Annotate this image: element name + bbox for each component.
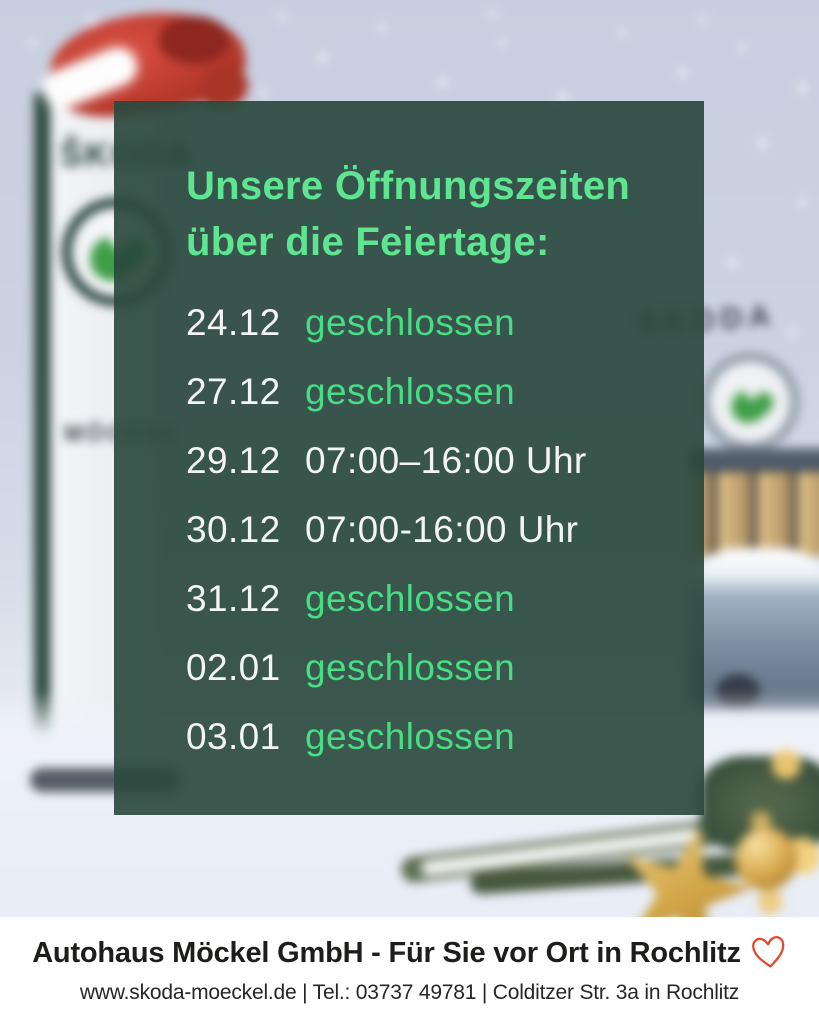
showroom-windows (690, 472, 819, 556)
skoda-logo-icon (700, 352, 800, 452)
santa-hat-fold (158, 16, 230, 64)
schedule-row: 29.12 07:00–16:00 Uhr (186, 426, 704, 495)
footer: Autohaus Möckel GmbH - Für Sie vor Ort i… (0, 917, 819, 1024)
schedule-status: 07:00-16:00 Uhr (305, 508, 579, 550)
opening-hours-panel: Unsere Öffnungszeiten über die Feiertage… (114, 101, 704, 815)
schedule-status: geschlossen (305, 646, 516, 688)
schedule-status: geschlossen (305, 577, 516, 619)
schedule-date: 27.12 (186, 370, 281, 412)
heart-icon (751, 936, 785, 968)
footer-headline: Autohaus Möckel GmbH - Für Sie vor Ort i… (32, 934, 787, 972)
schedule-date: 24.12 (186, 301, 281, 343)
schedule-row: 02.01 geschlossen (186, 633, 704, 702)
schedule-date: 30.12 (186, 508, 281, 550)
schedule-row: 27.12 geschlossen (186, 357, 704, 426)
panel-title-line2: über die Feiertage: (186, 220, 550, 264)
snow-covered-car (690, 548, 819, 710)
schedule-date: 03.01 (186, 715, 281, 757)
schedule-date: 29.12 (186, 439, 281, 481)
schedule-status: geschlossen (305, 370, 516, 412)
schedule-status: 07:00–16:00 Uhr (305, 439, 587, 481)
footer-contact-line: www.skoda-moeckel.de | Tel.: 03737 49781… (79, 981, 740, 1004)
schedule-status: geschlossen (305, 301, 516, 343)
schedule-date: 02.01 (186, 646, 281, 688)
schedule-row: 24.12 geschlossen (186, 288, 704, 357)
panel-title: Unsere Öffnungszeiten über die Feiertage… (186, 158, 704, 270)
showroom-canopy (690, 448, 819, 474)
schedule-date: 31.12 (186, 577, 281, 619)
schedule-row: 31.12 geschlossen (186, 564, 704, 633)
panel-title-line1: Unsere Öffnungszeiten (186, 164, 631, 208)
schedule-list: 24.12 geschlossen 27.12 geschlossen 29.1… (186, 288, 704, 771)
footer-headline-text: Autohaus Möckel GmbH - Für Sie vor Ort i… (32, 936, 741, 969)
gold-bauble-ornament (735, 828, 797, 890)
santa-hat-decoration (38, 0, 251, 126)
schedule-row: 03.01 geschlossen (186, 702, 704, 771)
schedule-row: 30.12 07:00-16:00 Uhr (186, 495, 704, 564)
schedule-status: geschlossen (305, 715, 516, 757)
